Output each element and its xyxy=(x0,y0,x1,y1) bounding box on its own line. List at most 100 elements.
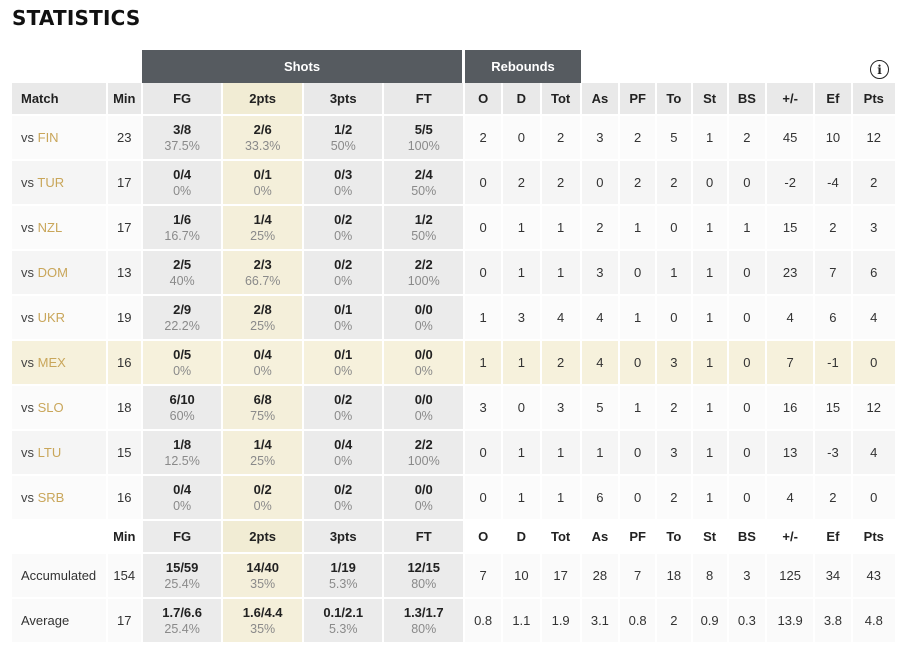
cell-p2: 0/4 0% xyxy=(223,341,304,386)
table-header-row: Match Min FG 2pts 3pts FT O D Tot As PF To St BS +/- Ef… xyxy=(12,83,897,116)
column-header-ef[interactable]: Ef xyxy=(815,83,853,116)
opponent-link[interactable]: LTU xyxy=(37,445,62,460)
column-header-p3[interactable]: 3pts xyxy=(303,83,385,116)
cell-p3: 0/4 0% xyxy=(303,431,385,476)
column-header-pf[interactable]: PF xyxy=(620,83,658,116)
cell-pts: 3 xyxy=(852,206,897,251)
table-row[interactable]: vs LTU 15 1/8 12.5% 1/4 25% 0/4 0% 2/2 100% 0 1 1 1 0 3… xyxy=(12,431,897,476)
cell-p3-pct: 0% xyxy=(334,318,353,333)
cell-pts: 4 xyxy=(852,431,897,476)
column-header-ft[interactable]: FT xyxy=(384,83,465,116)
cell-st: 1 xyxy=(692,341,729,386)
table-row[interactable]: vs SLO 18 6/10 60% 6/8 75% 0/2 0% 0/0 0% 3 0 3 5 1 2 1 0 1… xyxy=(12,386,897,431)
cell-p3-made: 0/2 xyxy=(334,391,353,407)
column-header-to[interactable]: To xyxy=(657,83,693,116)
cell-ft-pct: 50% xyxy=(411,228,437,243)
cell-pf: 2 xyxy=(620,116,658,161)
cell-to: 1 xyxy=(657,251,693,296)
cell-p2: 0/1 0% xyxy=(223,161,304,206)
opponent-link[interactable]: MEX xyxy=(37,355,66,370)
cell-tot: 2 xyxy=(541,116,582,161)
cell-pf: 0 xyxy=(620,341,658,386)
cell-p2-made: 14/40 xyxy=(246,559,279,575)
column-header-pm[interactable]: +/- xyxy=(766,83,816,116)
column-header-match[interactable]: Match xyxy=(12,83,108,116)
match-vs-label: vs xyxy=(21,265,34,280)
cell-o: 0 xyxy=(465,476,504,521)
cell-bs: 1 xyxy=(728,206,767,251)
cell-fg: 2/5 40% xyxy=(142,251,224,296)
cell-to: 0 xyxy=(657,206,693,251)
table-row[interactable]: vs MEX 16 0/5 0% 0/4 0% 0/1 0% 0/0 0% 1 1 2 4 0 3 1 0 7 -1 0 xyxy=(12,341,897,386)
table-row[interactable]: vs TUR 17 0/4 0% 0/1 0% 0/3 0% 2/4 50% 0 2 2 0 2 2 0 0 -2-… xyxy=(12,161,897,206)
cell-ft-pct: 100% xyxy=(407,453,440,468)
opponent-link[interactable]: SRB xyxy=(37,490,65,505)
cell-p3-made: 0/1 xyxy=(334,301,353,317)
cell-ft-made: 0/0 xyxy=(414,346,433,362)
cell-fg-pct: 40% xyxy=(169,273,195,288)
cell-p2-pct: 35% xyxy=(250,621,276,636)
cell-match: vs SRB xyxy=(12,476,108,521)
summary-label: Average xyxy=(12,599,108,644)
cell-ft: 5/5 100% xyxy=(384,116,465,161)
cell-to: 18 xyxy=(657,554,693,599)
cell-p3-made: 0/3 xyxy=(334,166,353,182)
cell-bs: 2 xyxy=(728,116,767,161)
cell-p2-pct: 75% xyxy=(250,408,276,423)
cell-p3-pct: 50% xyxy=(330,138,356,153)
opponent-link[interactable]: FIN xyxy=(37,130,59,145)
cell-p2-pct: 66.7% xyxy=(244,273,281,288)
opponent-link[interactable]: NZL xyxy=(37,220,63,235)
cell-st: 1 xyxy=(692,206,729,251)
summary-header-ft: FT xyxy=(384,521,465,554)
cell-to: 2 xyxy=(657,599,693,644)
opponent-link[interactable]: TUR xyxy=(37,175,65,190)
opponent-link[interactable]: DOM xyxy=(37,265,68,280)
cell-p3-made: 0.1/2.1 xyxy=(323,604,364,620)
table-row[interactable]: vs FIN 23 3/8 37.5% 2/6 33.3% 1/2 50% 5/5 100% 2 0 2… xyxy=(12,116,897,161)
cell-d: 1 xyxy=(503,476,542,521)
cell-match: vs UKR xyxy=(12,296,108,341)
column-header-o[interactable]: O xyxy=(465,83,504,116)
cell-p2-made: 0/4 xyxy=(253,346,272,362)
cell-p3: 0/3 0% xyxy=(303,161,385,206)
cell-tot: 2 xyxy=(541,161,582,206)
table-row[interactable]: vs DOM 13 2/5 40% 2/3 66.7% 0/2 0% 2/2 100% 0 1 1 3 0 1… xyxy=(12,251,897,296)
cell-pm: 7 xyxy=(766,341,816,386)
cell-fg-made: 0/5 xyxy=(173,346,192,362)
cell-fg-pct: 37.5% xyxy=(164,138,200,153)
column-header-fg[interactable]: FG xyxy=(142,83,224,116)
cell-as: 4 xyxy=(581,296,621,341)
cell-p3: 1/19 5.3% xyxy=(303,554,385,599)
cell-st: 1 xyxy=(692,386,729,431)
table-row[interactable]: vs UKR 19 2/9 22.2% 2/8 25% 0/1 0% 0/0 0% 1 3 4 4 1 0 1 0… xyxy=(12,296,897,341)
cell-fg-made: 1/8 xyxy=(173,436,192,452)
table-row[interactable]: vs SRB 16 0/4 0% 0/2 0% 0/2 0% 0/0 0% 0 1 1 6 0 2 1 0 4 2 0 xyxy=(12,476,897,521)
info-icon[interactable]: i xyxy=(870,60,889,79)
table-row[interactable]: vs NZL 17 1/6 16.7% 1/4 25% 0/2 0% 1/2 50% 0 1 1 2 1 0 1… xyxy=(12,206,897,251)
cell-o: 1 xyxy=(465,341,504,386)
cell-pf: 0 xyxy=(620,476,658,521)
cell-pts: 0 xyxy=(852,341,897,386)
cell-st: 8 xyxy=(692,554,729,599)
cell-p3-pct: 0% xyxy=(334,273,353,288)
column-header-st[interactable]: St xyxy=(692,83,729,116)
column-header-as[interactable]: As xyxy=(581,83,621,116)
cell-pts: 2 xyxy=(852,161,897,206)
opponent-link[interactable]: UKR xyxy=(37,310,66,325)
column-header-min[interactable]: Min xyxy=(107,83,143,116)
column-header-tot[interactable]: Tot xyxy=(541,83,582,116)
match-vs-label: vs xyxy=(21,400,34,415)
opponent-link[interactable]: SLO xyxy=(37,400,64,415)
column-header-p2[interactable]: 2pts xyxy=(223,83,304,116)
cell-as: 28 xyxy=(581,554,621,599)
summary-header-pm: +/- xyxy=(766,521,816,554)
column-header-d[interactable]: D xyxy=(503,83,542,116)
cell-p3-made: 1/2 xyxy=(334,121,353,137)
column-header-bs[interactable]: BS xyxy=(728,83,767,116)
cell-fg-pct: 25.4% xyxy=(164,576,200,591)
cell-min: 17 xyxy=(107,161,143,206)
cell-fg-pct: 60% xyxy=(169,408,195,423)
column-header-pts[interactable]: Pts xyxy=(852,83,897,116)
cell-p3: 0/2 0% xyxy=(303,206,385,251)
